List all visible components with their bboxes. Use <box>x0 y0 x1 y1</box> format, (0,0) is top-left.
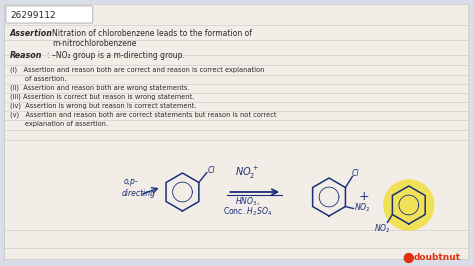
Circle shape <box>404 253 413 263</box>
Text: Conc. $H_2SO_4$: Conc. $H_2SO_4$ <box>223 206 272 218</box>
Text: $HNO_3,$: $HNO_3,$ <box>235 196 260 208</box>
Text: $NO_2$: $NO_2$ <box>374 222 391 235</box>
Text: 26299112: 26299112 <box>10 10 55 19</box>
Text: (ii)  Assertion and reason both are wrong statements.: (ii) Assertion and reason both are wrong… <box>10 85 190 91</box>
Text: Assertion: Assertion <box>10 30 53 39</box>
Text: Nitration of chlorobenzene leads to the formation of: Nitration of chlorobenzene leads to the … <box>52 30 252 39</box>
Text: directing: directing <box>122 189 155 198</box>
Text: o,p-: o,p- <box>124 177 138 186</box>
Text: (iv)  Assertion is wrong but reason is correct statement.: (iv) Assertion is wrong but reason is co… <box>10 103 196 109</box>
Text: doubtnut: doubtnut <box>414 253 461 263</box>
Text: of assertion.: of assertion. <box>10 76 66 82</box>
Text: Reason: Reason <box>10 51 43 60</box>
Text: Cl: Cl <box>208 166 215 175</box>
Text: :: : <box>46 30 48 39</box>
Text: m-nitrochlorobenzene: m-nitrochlorobenzene <box>52 39 136 48</box>
Text: (iii) Assertion is correct but reason is wrong statement.: (iii) Assertion is correct but reason is… <box>10 94 194 100</box>
FancyBboxPatch shape <box>6 6 93 23</box>
Text: :: : <box>46 51 48 60</box>
Text: (i)   Assertion and reason both are correct and reason is correct explanation: (i) Assertion and reason both are correc… <box>10 67 264 73</box>
Text: Cl: Cl <box>351 169 359 178</box>
Text: explanation of assertion.: explanation of assertion. <box>10 121 108 127</box>
Text: $NO_2^+$: $NO_2^+$ <box>235 165 259 181</box>
Text: (v)   Assertion and reason both are correct statements but reason is not correct: (v) Assertion and reason both are correc… <box>10 112 276 118</box>
Text: +: + <box>359 190 369 203</box>
Text: $NO_2$: $NO_2$ <box>355 201 371 214</box>
FancyBboxPatch shape <box>4 4 468 259</box>
Text: –NO₂ group is a m-directing group.: –NO₂ group is a m-directing group. <box>52 51 185 60</box>
Circle shape <box>384 180 434 230</box>
